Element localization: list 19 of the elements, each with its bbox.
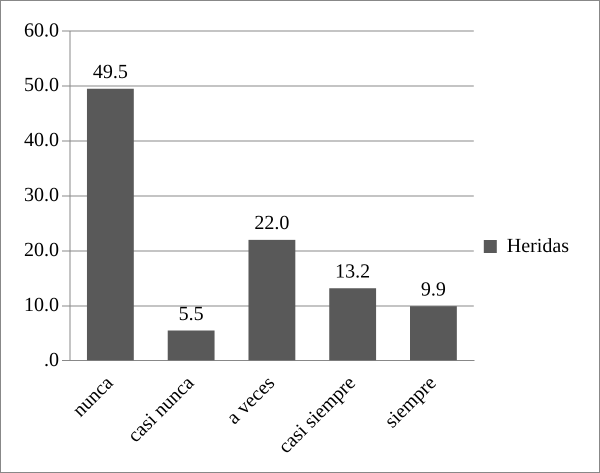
y-tick-label: 10.0 [24,294,59,316]
legend-label: Heridas [506,234,570,257]
bar [248,240,296,360]
y-tick-label: 50.0 [24,74,59,96]
y-tick-label: 30.0 [24,184,59,206]
y-tick-label: 60.0 [24,19,59,42]
text: 9.9 [420,278,446,301]
x-tick-label: a veces [222,372,280,429]
text: 22.0 [254,212,290,234]
bar [410,306,457,360]
text: 5.5 [178,302,204,325]
y-tick-label: .0 [44,348,59,371]
y-tick-label: 40.0 [24,129,59,152]
bar [86,88,134,360]
bar [329,288,376,360]
bar [168,330,215,360]
text: 49.5 [92,60,128,83]
text: 13.2 [335,260,370,282]
y-tick-label: 20.0 [24,239,59,262]
